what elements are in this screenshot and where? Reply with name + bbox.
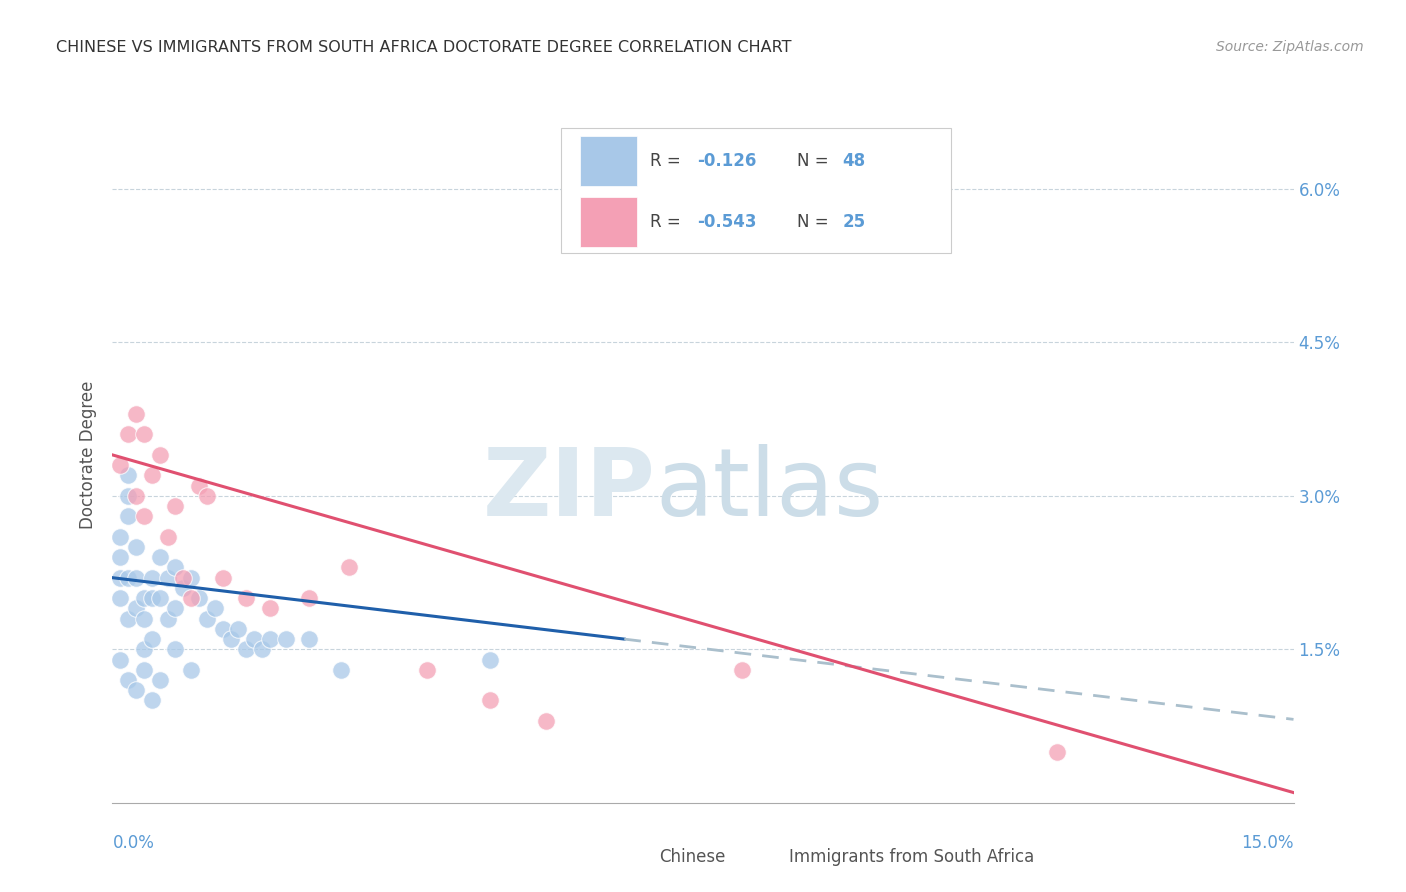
Point xyxy=(204,601,226,615)
Point xyxy=(731,663,754,677)
Point xyxy=(165,499,187,513)
Text: Immigrants from South Africa: Immigrants from South Africa xyxy=(789,848,1035,866)
Point xyxy=(165,560,187,574)
Point xyxy=(172,571,194,585)
Point xyxy=(132,642,155,657)
Point xyxy=(479,652,502,666)
Point xyxy=(125,683,148,698)
Y-axis label: Doctorate Degree: Doctorate Degree xyxy=(79,381,97,529)
Point xyxy=(141,693,163,707)
Point xyxy=(274,632,297,646)
Text: 25: 25 xyxy=(842,213,866,231)
Text: 48: 48 xyxy=(842,153,866,170)
Text: Chinese: Chinese xyxy=(659,848,725,866)
Point xyxy=(141,571,163,585)
Point xyxy=(613,223,636,237)
Point xyxy=(125,540,148,554)
Text: R =: R = xyxy=(650,153,686,170)
Point xyxy=(117,489,139,503)
Text: R =: R = xyxy=(650,213,686,231)
Point xyxy=(125,571,148,585)
Point xyxy=(211,622,233,636)
Point xyxy=(259,601,281,615)
Point xyxy=(141,632,163,646)
Point xyxy=(195,612,218,626)
Point xyxy=(132,427,155,442)
Point xyxy=(188,591,211,606)
Point xyxy=(110,571,132,585)
Point xyxy=(416,663,439,677)
Text: atlas: atlas xyxy=(655,443,884,536)
Point xyxy=(149,673,172,687)
Point xyxy=(132,509,155,524)
Point xyxy=(110,458,132,472)
Point xyxy=(125,407,148,421)
Point xyxy=(141,468,163,483)
Point xyxy=(117,612,139,626)
Point xyxy=(180,571,202,585)
Point xyxy=(110,591,132,606)
Point xyxy=(141,591,163,606)
Point xyxy=(110,550,132,565)
Point xyxy=(149,591,172,606)
Point xyxy=(156,571,179,585)
Point xyxy=(132,663,155,677)
Point xyxy=(188,478,211,492)
Point xyxy=(337,560,360,574)
Text: -0.126: -0.126 xyxy=(697,153,756,170)
Point xyxy=(534,714,557,728)
Point xyxy=(110,652,132,666)
Point xyxy=(149,448,172,462)
Point xyxy=(132,612,155,626)
Point xyxy=(156,530,179,544)
Point xyxy=(235,642,257,657)
Point xyxy=(156,612,179,626)
Text: 0.0%: 0.0% xyxy=(112,834,155,852)
Point xyxy=(195,489,218,503)
Point xyxy=(298,591,321,606)
Point xyxy=(298,632,321,646)
Text: 15.0%: 15.0% xyxy=(1241,834,1294,852)
Point xyxy=(117,673,139,687)
Point xyxy=(219,632,242,646)
Text: -0.543: -0.543 xyxy=(697,213,756,231)
Point xyxy=(125,489,148,503)
Point xyxy=(329,663,352,677)
Point xyxy=(180,663,202,677)
Point xyxy=(132,591,155,606)
Point xyxy=(243,632,266,646)
Text: ZIP: ZIP xyxy=(482,443,655,536)
FancyBboxPatch shape xyxy=(561,128,950,253)
FancyBboxPatch shape xyxy=(581,197,637,247)
Text: Source: ZipAtlas.com: Source: ZipAtlas.com xyxy=(1216,40,1364,54)
Point xyxy=(1046,745,1069,759)
FancyBboxPatch shape xyxy=(742,842,785,871)
Point xyxy=(250,642,273,657)
Point xyxy=(125,601,148,615)
Point xyxy=(165,601,187,615)
FancyBboxPatch shape xyxy=(581,136,637,186)
Point xyxy=(228,622,250,636)
Point xyxy=(211,571,233,585)
Point xyxy=(259,632,281,646)
Point xyxy=(165,642,187,657)
Point xyxy=(180,591,202,606)
Point xyxy=(117,509,139,524)
Point xyxy=(235,591,257,606)
Point xyxy=(110,530,132,544)
Text: CHINESE VS IMMIGRANTS FROM SOUTH AFRICA DOCTORATE DEGREE CORRELATION CHART: CHINESE VS IMMIGRANTS FROM SOUTH AFRICA … xyxy=(56,40,792,55)
Text: N =: N = xyxy=(797,153,834,170)
Point xyxy=(172,581,194,595)
Point xyxy=(117,571,139,585)
FancyBboxPatch shape xyxy=(612,842,655,871)
Point xyxy=(117,427,139,442)
Point xyxy=(149,550,172,565)
Point xyxy=(479,693,502,707)
Point xyxy=(117,468,139,483)
Text: N =: N = xyxy=(797,213,834,231)
